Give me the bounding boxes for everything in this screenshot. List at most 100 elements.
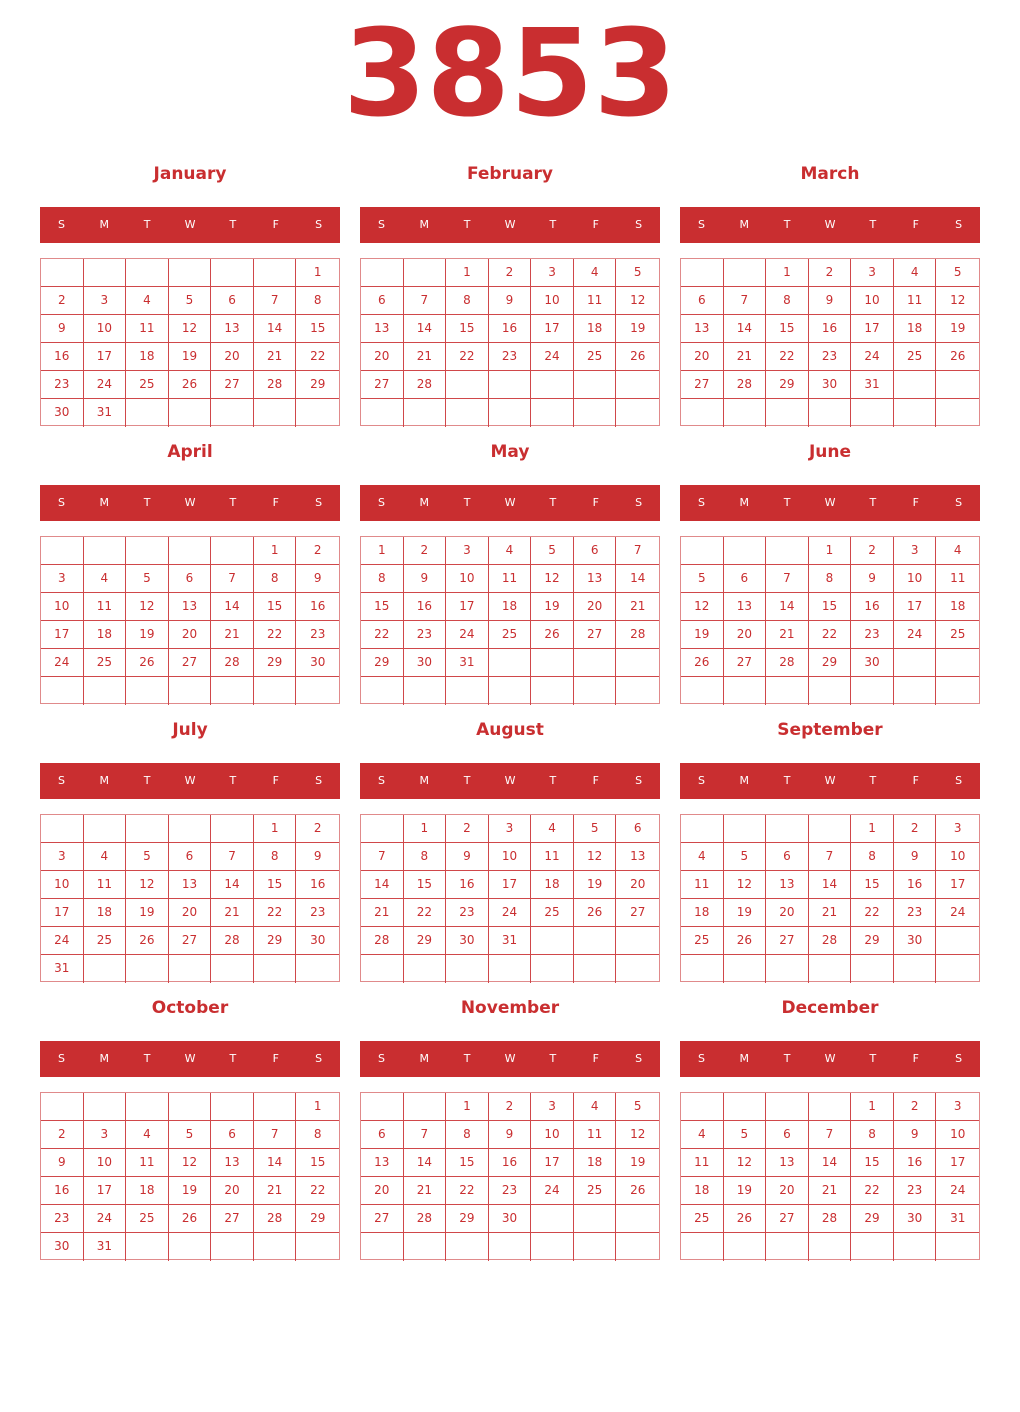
day-cell: 3	[446, 537, 489, 565]
empty-cell	[84, 677, 127, 705]
day-cell: 23	[296, 899, 339, 927]
day-cell: 19	[126, 621, 169, 649]
day-cell: 26	[573, 899, 617, 927]
weekday-label: T	[229, 218, 237, 231]
day-cell: 14	[616, 565, 659, 593]
empty-cell	[766, 1233, 809, 1261]
empty-cell	[531, 371, 574, 399]
weekday-label: M	[419, 1052, 430, 1065]
day-cell: 16	[296, 593, 339, 621]
empty-cell	[211, 399, 254, 427]
empty-cell	[446, 399, 489, 427]
empty-cell	[126, 955, 169, 983]
day-cell: 17	[531, 315, 574, 343]
empty-cell	[681, 815, 724, 843]
day-cell: 18	[83, 621, 127, 649]
empty-cell	[936, 927, 979, 955]
empty-cell	[681, 1233, 724, 1261]
day-grid: 1 2 3 4 5 6 7 8 9 10 11 12 13 14 15 16 17 18 19 20 21 22 23 24 2…	[40, 258, 340, 427]
empty-cell	[809, 399, 852, 427]
day-cell: 28	[766, 649, 809, 677]
day-cell: 17	[936, 1149, 979, 1177]
empty-cell	[296, 955, 339, 983]
day-cell: 29	[403, 927, 447, 955]
day-cell: 1	[446, 259, 489, 287]
weekday-label: W	[824, 1052, 836, 1065]
day-cell: 13	[573, 565, 617, 593]
empty-cell	[361, 815, 404, 843]
day-cell: 22	[851, 899, 894, 927]
day-cell: 15	[253, 593, 297, 621]
day-cell: 28	[808, 1205, 852, 1233]
empty-cell	[41, 677, 84, 705]
day-cell: 20	[616, 871, 659, 899]
day-cell: 15	[446, 1149, 489, 1177]
day-cell: 8	[446, 287, 489, 315]
day-cell: 9	[41, 315, 84, 343]
empty-cell	[489, 399, 532, 427]
empty-cell	[126, 815, 169, 843]
day-grid: 1 2 3 4 5 6 7 8 9 10 11 12 13 14 15 16 17 18 19 20 21 22 23 24 2…	[680, 814, 980, 983]
day-cell: 18	[573, 315, 617, 343]
day-cell: 1	[253, 815, 297, 843]
empty-cell	[126, 259, 169, 287]
weekday-label: M	[739, 774, 750, 787]
weekday-label: F	[912, 218, 919, 231]
day-cell: 3	[936, 1093, 979, 1121]
month-title: March	[800, 164, 860, 184]
day-cell: 22	[296, 1177, 339, 1205]
day-cell: 8	[253, 565, 297, 593]
day-cell: 5	[936, 259, 979, 287]
empty-cell	[573, 371, 617, 399]
day-cell: 23	[403, 621, 447, 649]
weekday-label: S	[697, 1052, 705, 1065]
weekday-label: S	[57, 218, 65, 231]
day-cell: 27	[361, 371, 404, 399]
day-cell: 24	[936, 899, 979, 927]
empty-cell	[169, 1233, 212, 1261]
day-cell: 30	[296, 927, 339, 955]
day-cell: 12	[723, 1149, 767, 1177]
month-title: June	[808, 442, 852, 462]
day-cell: 6	[616, 815, 659, 843]
day-cell: 2	[488, 259, 532, 287]
empty-cell	[766, 955, 809, 983]
day-cell: 24	[83, 1205, 127, 1233]
day-grid: 1 2 3 4 5 6 7 8 9 10 11 12 13 14 15 16 17 18 19 20 21 22 23 24 2…	[360, 814, 660, 983]
day-cell: 27	[168, 649, 212, 677]
day-cell: 7	[253, 1121, 297, 1149]
day-cell: 16	[488, 1149, 532, 1177]
day-cell: 4	[488, 537, 532, 565]
day-cell: 9	[851, 565, 894, 593]
empty-cell	[766, 677, 809, 705]
month-title: December	[781, 998, 879, 1018]
weekday-label: W	[184, 496, 196, 509]
day-cell: 25	[126, 1205, 169, 1233]
day-cell: 17	[936, 871, 979, 899]
empty-cell	[616, 1205, 659, 1233]
day-cell: 5	[168, 1121, 212, 1149]
weekday-label: S	[57, 774, 65, 787]
day-cell: 23	[296, 621, 339, 649]
day-cell: 10	[41, 593, 84, 621]
day-cell: 5	[168, 287, 212, 315]
month-january: January S M T W T F S 1 2 3 4 5 6 7 8 9 10 11 12 13 14 15 16 17 1…	[40, 160, 340, 428]
month-august: August S M T W T F S 1 2 3 4 5 6 7 8 9 10 11 12 13 14 15 16 17 18…	[360, 716, 660, 984]
day-cell: 17	[446, 593, 489, 621]
day-cell: 14	[808, 1149, 852, 1177]
day-cell: 9	[893, 1121, 937, 1149]
day-cell: 23	[446, 899, 489, 927]
day-cell: 30	[893, 1205, 937, 1233]
day-cell: 30	[893, 927, 937, 955]
weekday-label: T	[869, 496, 877, 509]
day-cell: 19	[936, 315, 979, 343]
empty-cell	[84, 955, 127, 983]
empty-cell	[83, 815, 127, 843]
day-cell: 11	[573, 287, 617, 315]
month-june: June S M T W T F S 1 2 3 4 5 6 7 8 9 10 11 12 13 14 15 16 17 18 19…	[680, 438, 980, 706]
day-cell: 25	[936, 621, 979, 649]
day-cell: 31	[84, 399, 127, 427]
weekday-label: T	[143, 774, 151, 787]
